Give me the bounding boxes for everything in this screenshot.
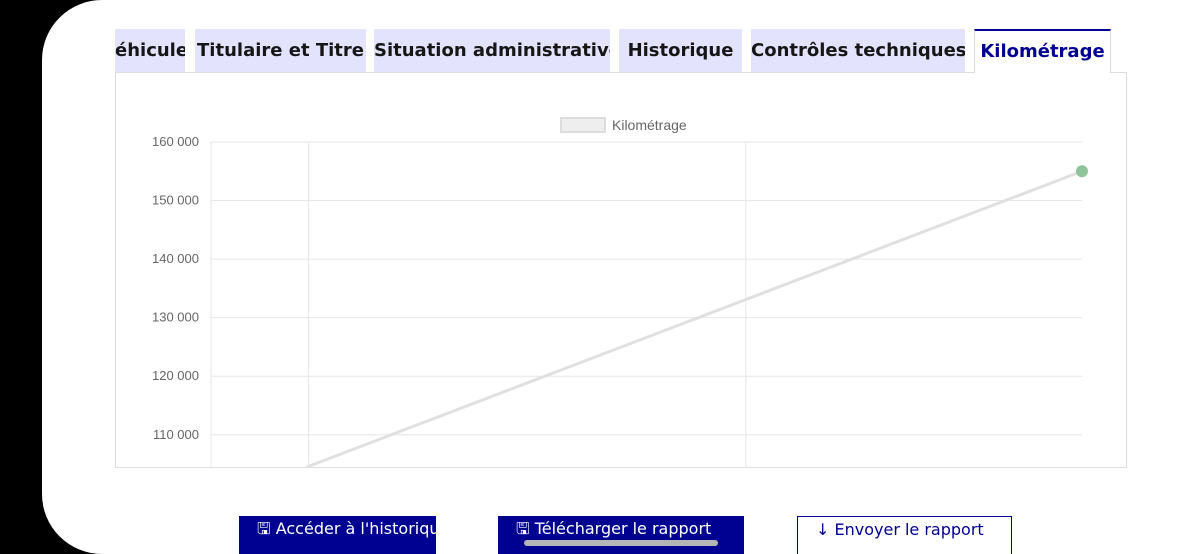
tab-situation-administrative[interactable]: Situation administrative — [374, 29, 610, 72]
send-report-button[interactable]: ↓ Envoyer le rapport — [797, 516, 1012, 554]
y-tick-label: 160 000 — [152, 134, 199, 149]
legend-swatch — [560, 117, 606, 133]
tab-kilometrage[interactable]: Kilométrage — [974, 29, 1111, 73]
tab-bar: éhicule Titulaire et Titre Situation adm… — [115, 29, 1200, 73]
tab-vehicule[interactable]: éhicule — [115, 29, 185, 72]
y-tick-label: 140 000 — [152, 251, 199, 266]
download-report-button[interactable]: 🖫 Télécharger le rapport — [498, 516, 744, 554]
tab-historique[interactable]: Historique — [619, 29, 742, 72]
kilometrage-panel: 110 000 120 000 130 000 140 000 150 000 160 0… — [115, 72, 1127, 468]
tab-controles-techniques[interactable]: Contrôles techniques — [751, 29, 965, 72]
kilometrage-chart: 110 000 120 000 130 000 140 000 150 000 160 0… — [152, 117, 1088, 467]
app-screen: éhicule Titulaire et Titre Situation adm… — [42, 0, 1200, 554]
y-tick-label: 110 000 — [153, 427, 199, 442]
y-tick-label: 150 000 — [152, 193, 199, 208]
legend-label: Kilométrage — [612, 117, 687, 133]
y-tick-label: 130 000 — [152, 310, 199, 325]
tab-titulaire-et-titre[interactable]: Titulaire et Titre — [195, 29, 366, 72]
histovec-history-button[interactable]: 🖫 Accéder à l'historique HistoVec — [239, 516, 436, 554]
home-indicator — [524, 540, 718, 546]
series-line-kilometrage — [306, 169, 1083, 467]
y-tick-label: 120 000 — [152, 368, 199, 383]
data-point — [1076, 165, 1088, 178]
